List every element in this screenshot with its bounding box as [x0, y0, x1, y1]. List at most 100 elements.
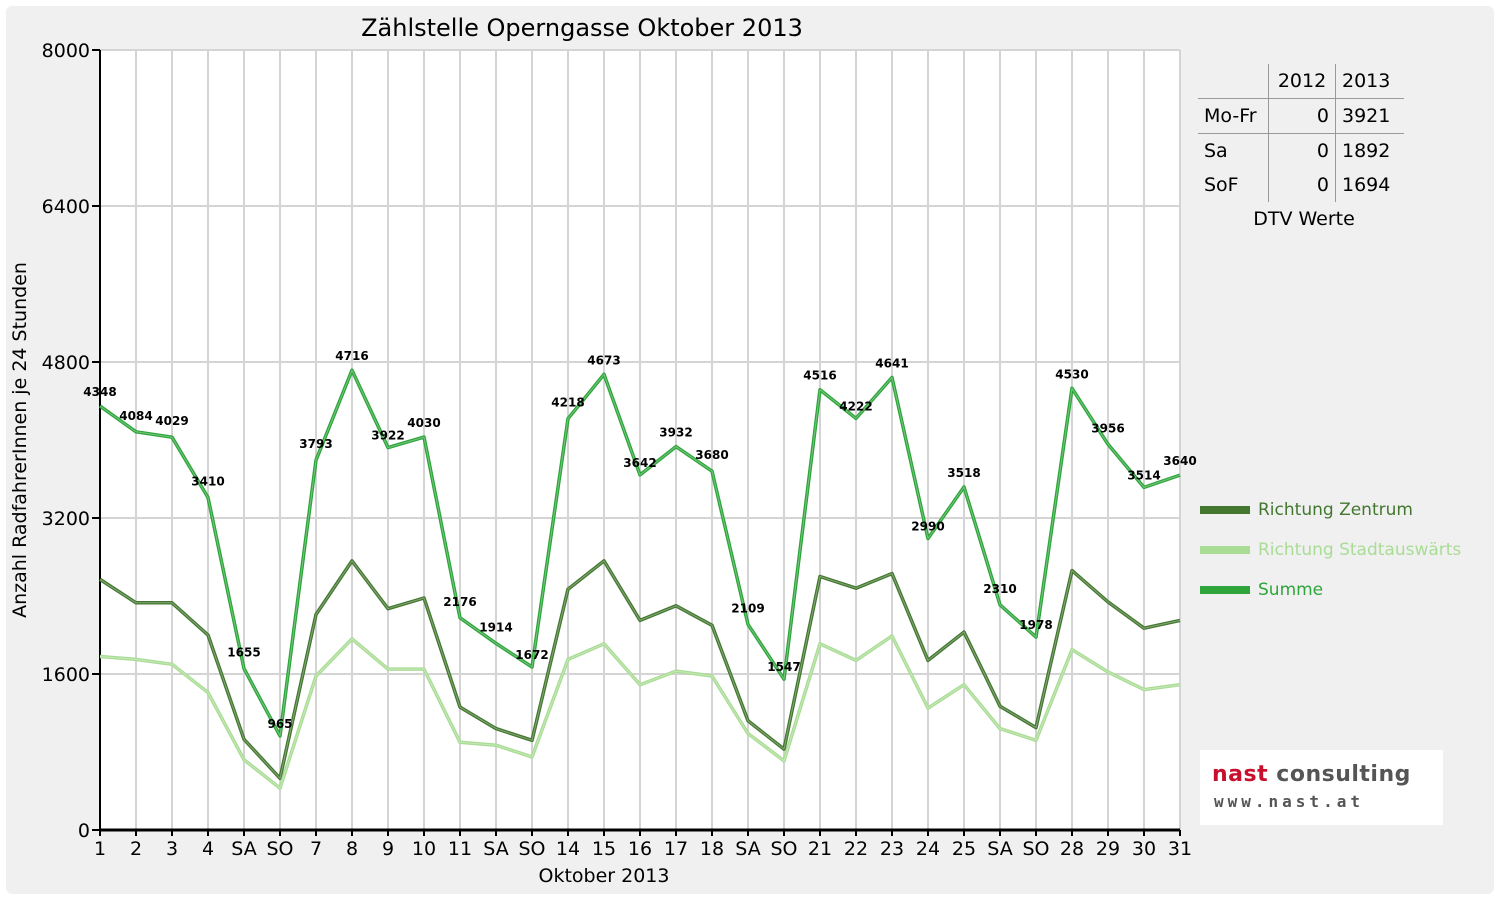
- dtv-row-mofr: Mo-Fr 0 3921: [1198, 98, 1404, 134]
- legend-label: Richtung Zentrum: [1258, 500, 1413, 520]
- dtv-caption: DTV Werte: [1253, 208, 1355, 230]
- data-label: 3640: [1163, 454, 1196, 468]
- x-tick-label: 22: [844, 838, 868, 860]
- dtv-value-2012: 0: [1268, 133, 1336, 168]
- data-label: 4218: [551, 396, 584, 410]
- data-label: 1672: [515, 648, 548, 662]
- legend-item-summe: Summe: [1200, 570, 1461, 610]
- x-tick-label: SO: [1022, 838, 1049, 860]
- x-tick-label: 17: [664, 838, 688, 860]
- dtv-row-sof: SoF 0 1694: [1198, 168, 1404, 202]
- data-label: 4641: [875, 357, 908, 371]
- legend-swatch: [1200, 546, 1250, 554]
- series-layer: [98, 368, 1181, 790]
- data-label: 3956: [1091, 421, 1124, 435]
- y-axis-label: Anzahl RadfahrerInnen je 24 Stunden: [9, 262, 31, 618]
- legend-item-zentrum: Richtung Zentrum: [1200, 490, 1461, 530]
- data-label: 4222: [839, 399, 872, 413]
- data-label: 4516: [803, 369, 836, 383]
- data-label: 2109: [731, 601, 764, 615]
- y-tick-label: 6400: [42, 196, 90, 218]
- legend-label: Richtung Stadtauswärts: [1258, 540, 1462, 560]
- series-line-highlight: [99, 560, 1181, 779]
- x-tick-label: 9: [382, 838, 394, 860]
- logo-word-nast: nast: [1212, 762, 1269, 787]
- x-tick-label: SA: [735, 838, 760, 860]
- legend-swatch: [1200, 506, 1250, 514]
- data-label: 4716: [335, 349, 368, 363]
- data-label: 3410: [191, 475, 224, 489]
- data-label: 4673: [587, 353, 620, 367]
- x-tick-label: 7: [310, 838, 322, 860]
- x-tick-label: SO: [770, 838, 797, 860]
- x-tick-label: 3: [166, 838, 178, 860]
- legend-label: Summe: [1258, 580, 1324, 600]
- dtv-value-2013: 1892: [1342, 140, 1391, 162]
- x-tick-label: SA: [987, 838, 1012, 860]
- dtv-header-empty: [1198, 64, 1269, 99]
- dtv-header-2012: 2012: [1268, 64, 1336, 99]
- data-label: 4348: [83, 385, 116, 399]
- series-line: [98, 368, 1181, 738]
- data-label: 3514: [1127, 468, 1160, 482]
- series-line: [99, 634, 1181, 790]
- dtv-row-label: SoF: [1198, 168, 1269, 202]
- data-label: 2310: [983, 582, 1016, 596]
- data-label: 2990: [911, 519, 944, 533]
- dtv-header-2013: 2013: [1335, 64, 1404, 99]
- x-axis-label: Oktober 2013: [539, 865, 670, 887]
- data-label: 4530: [1055, 367, 1088, 381]
- series-line-highlight: [99, 635, 1181, 789]
- chart-legend: Richtung Zentrum Richtung Stadtauswärts …: [1200, 490, 1461, 610]
- x-tick-label: 1: [94, 838, 106, 860]
- x-tick-label: 16: [628, 838, 652, 860]
- dtv-row-sa: Sa 0 1892: [1198, 133, 1404, 168]
- series-line-highlight: [99, 369, 1181, 737]
- data-label: 1978: [1019, 618, 1052, 632]
- x-tick-label: 2: [130, 838, 142, 860]
- x-tick-label: 24: [916, 838, 940, 860]
- legend-swatch: [1200, 586, 1250, 594]
- logo-website: www.nast.at: [1214, 792, 1364, 811]
- dtv-row-label: Sa: [1198, 133, 1269, 168]
- data-label: 4029: [155, 414, 188, 428]
- data-label: 1547: [767, 660, 800, 674]
- x-tick-label: 11: [448, 838, 472, 860]
- x-tick-label: SA: [483, 838, 508, 860]
- x-tick-label: SA: [231, 838, 256, 860]
- y-tick-label: 1600: [42, 664, 90, 686]
- dtv-value-2012: 0: [1268, 168, 1336, 202]
- nast-consulting-logo: nast consulting www.nast.at: [1200, 750, 1443, 825]
- x-tick-label: 31: [1168, 838, 1192, 860]
- x-tick-label: 15: [592, 838, 616, 860]
- data-label: 3932: [659, 426, 692, 440]
- dtv-value-2013: 1694: [1342, 174, 1391, 196]
- chart-title: Zählstelle Operngasse Oktober 2013: [361, 14, 803, 42]
- x-tick-label: 28: [1060, 838, 1084, 860]
- data-label: 4084: [119, 409, 152, 423]
- dtv-header-row: 2012 2013: [1198, 64, 1404, 99]
- x-tick-label: 18: [700, 838, 724, 860]
- x-tick-label: 25: [952, 838, 976, 860]
- gridlines: [100, 49, 1181, 830]
- logo-word-consulting: consulting: [1276, 762, 1411, 787]
- data-label: 1655: [227, 646, 260, 660]
- y-tick-label: 3200: [42, 508, 90, 530]
- x-tick-label: 30: [1132, 838, 1156, 860]
- x-tick-label: 14: [556, 838, 580, 860]
- dtv-table: 2012 2013 Mo-Fr 0 3921 Sa 0 1892 SoF 0 1…: [1198, 64, 1404, 202]
- x-tick-label: SO: [266, 838, 293, 860]
- x-tick-label: 23: [880, 838, 904, 860]
- y-tick-label: 4800: [42, 352, 90, 374]
- dtv-value-2012: 0: [1268, 98, 1336, 134]
- x-tick-label: 10: [412, 838, 436, 860]
- x-tick-label: 8: [346, 838, 358, 860]
- data-label: 3642: [623, 456, 656, 470]
- x-tick-label: 4: [202, 838, 214, 860]
- logo-wordmark: nast consulting: [1212, 762, 1411, 787]
- data-label: 1914: [479, 620, 512, 634]
- dtv-row-label: Mo-Fr: [1198, 98, 1269, 134]
